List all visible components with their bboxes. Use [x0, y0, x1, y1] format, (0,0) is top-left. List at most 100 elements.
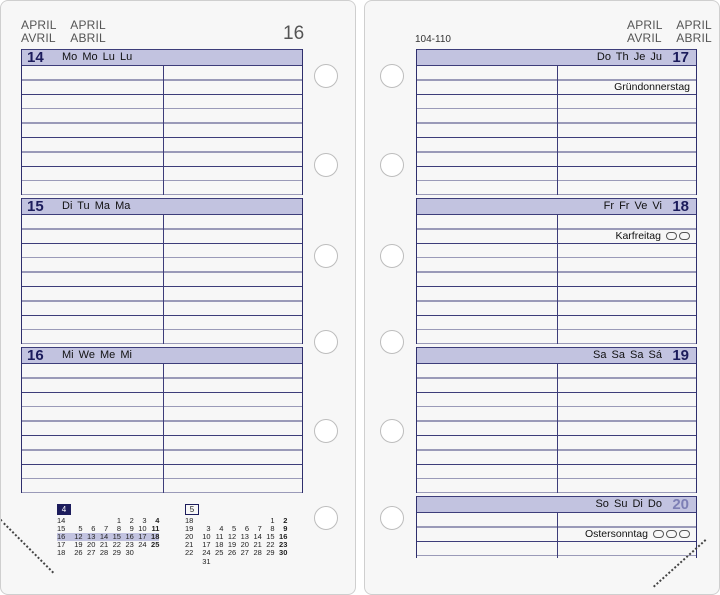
column-divider	[557, 364, 558, 493]
day-header: Fr Fr Ve Vi 18	[417, 198, 696, 215]
mini-calendar-date: 5	[232, 524, 237, 534]
month-label: AVRIL	[21, 31, 56, 45]
mini-calendar-week: 21 17 18 19 20 21 22 23	[185, 541, 287, 549]
day-names: Do Th Je Ju	[596, 51, 662, 63]
day-number: 17	[672, 49, 689, 66]
mini-calendar-date: 1	[116, 516, 121, 526]
binder-hole	[314, 64, 338, 88]
mini-calendar-date: 4	[219, 524, 224, 534]
holiday-label: Ostersonntag	[581, 528, 690, 540]
day-block-20[interactable]: Ostersonntag So Su Di Do 20	[416, 496, 697, 558]
mini-calendar-week-number: 18	[57, 548, 66, 558]
holiday-symbols-icon	[664, 230, 690, 242]
mini-calendar-date: 26	[227, 548, 237, 558]
mini-calendar-week: 22 24 25 26 27 28 29 30	[185, 549, 287, 557]
month-label: AVRIL	[627, 31, 662, 45]
day-names: Sa Sa Sa Sá	[593, 349, 662, 361]
writing-lines[interactable]	[22, 215, 302, 344]
mini-calendar-date: 29	[266, 548, 275, 558]
mini-calendar-date: 8	[270, 524, 275, 534]
mini-calendar-date	[223, 557, 236, 565]
day-block-19[interactable]: Sa Sa Sa Sá 19	[416, 347, 697, 493]
mini-calendar-week: 20 10 11 12 13 14 15 16	[185, 533, 287, 541]
mini-calendar-week-number: 17	[57, 540, 66, 550]
day-block-15[interactable]: 15 Di Tu Ma Ma	[21, 198, 303, 344]
day-block-18[interactable]: Karfreitag Fr Fr Ve Vi 18	[416, 198, 697, 344]
product-code: 104-110	[415, 34, 451, 45]
binder-hole	[314, 506, 338, 530]
column-divider	[557, 215, 558, 344]
month-label: ABRIL	[70, 31, 106, 45]
mini-calendar-week-number: 22	[185, 548, 194, 558]
mini-calendar-date: 7	[257, 524, 262, 534]
mini-calendar-date: 21	[99, 540, 109, 550]
mini-calendar-date: 13	[240, 532, 249, 542]
day-names: Di Tu Ma Ma	[62, 200, 131, 212]
mini-calendar-week-number	[185, 557, 198, 565]
month-header: APRIL AVRIL APRIL ABRIL	[627, 19, 712, 45]
mini-calendar-date: 30	[125, 548, 134, 558]
writing-lines[interactable]	[417, 364, 696, 493]
mini-calendar-date	[147, 549, 160, 557]
mini-calendar-date	[249, 557, 262, 565]
day-header: Do Th Je Ju 17	[417, 49, 696, 66]
mini-calendar-grid: 14 1 2 3 4 15 5 6 7 8 9 10 11 16 12 13 14 15 16 17 18 17 19 20 2…	[57, 517, 160, 558]
mini-calendar-april: 4 14 1 2 3 4 15 5 6 7 8 9 10 11 16 12 13 14 15 16 17 18 17 19 2…	[57, 504, 160, 558]
mini-calendar-date: 11	[215, 532, 224, 542]
mini-calendar-date: 1	[270, 516, 275, 526]
day-number: 20	[672, 496, 689, 513]
mini-calendar-week: 14 1 2 3 4	[57, 517, 159, 525]
holiday-name: Karfreitag	[615, 230, 661, 242]
day-number: 14	[27, 49, 44, 66]
mini-calendar-date: 17	[202, 540, 211, 550]
mini-calendar-date: 2	[283, 516, 288, 526]
mini-calendar-date: 28	[99, 548, 109, 558]
mini-calendar-date: 2	[129, 516, 134, 526]
mini-calendar-week: 31	[185, 557, 287, 565]
left-planner-page: APRIL AVRIL APRIL ABRIL 16 14 Mo Mo Lu Lu …	[0, 0, 356, 595]
week-number: 16	[283, 23, 305, 44]
mini-calendar-date: 31	[202, 556, 211, 566]
mini-calendar-date: 15	[266, 532, 275, 542]
day-block-14[interactable]: 14 Mo Mo Lu Lu	[21, 49, 303, 195]
holiday-name: Ostersonntag	[584, 528, 648, 540]
mini-calendar-date: 13	[82, 533, 96, 542]
day-number: 15	[27, 198, 44, 215]
mini-calendar-date	[236, 557, 249, 565]
day-block-17[interactable]: Gründonnerstag Do Th Je Ju 17	[416, 49, 697, 195]
mini-calendar-date: 11	[151, 524, 160, 534]
mini-calendar-date: 14	[95, 533, 109, 542]
mini-calendar-date: 18	[215, 540, 224, 550]
month-label: ABRIL	[676, 31, 712, 45]
column-divider	[557, 513, 558, 558]
mini-calendar-date: 16	[279, 532, 288, 542]
mini-calendar-week-number: 16	[57, 533, 70, 542]
writing-lines[interactable]	[22, 66, 302, 195]
mini-calendar-date: 25	[151, 540, 160, 550]
column-divider	[163, 66, 164, 195]
month-label: APRIL	[676, 18, 712, 32]
binder-hole	[380, 153, 404, 177]
mini-calendar-date: 20	[87, 540, 96, 550]
mini-calendar-date: 22	[266, 540, 275, 550]
mini-calendar-month: 5	[185, 504, 199, 515]
column-divider	[163, 215, 164, 344]
mini-calendar-date: 24	[138, 540, 147, 550]
binder-hole	[380, 64, 404, 88]
mini-calendar-date: 10	[202, 532, 211, 542]
mini-calendar-date: 23	[279, 540, 288, 550]
day-header: 14 Mo Mo Lu Lu	[22, 49, 302, 66]
mini-calendar-month: 4	[57, 504, 71, 515]
mini-calendar-date: 15	[108, 533, 121, 542]
writing-lines[interactable]	[22, 364, 302, 493]
mini-calendar-date: 30	[279, 548, 288, 558]
month-label: APRIL	[70, 18, 106, 32]
binder-hole	[314, 330, 338, 354]
mini-calendar-date: 10	[138, 524, 147, 534]
day-block-16[interactable]: 16 Mi We Me Mi	[21, 347, 303, 493]
mini-calendar-week-number: 21	[185, 540, 194, 550]
mini-calendar-week: 19 3 4 5 6 7 8 9	[185, 525, 287, 533]
mini-calendar-date: 21	[253, 540, 262, 550]
day-names: Fr Fr Ve Vi	[603, 200, 662, 212]
holiday-label: Karfreitag	[612, 230, 690, 242]
